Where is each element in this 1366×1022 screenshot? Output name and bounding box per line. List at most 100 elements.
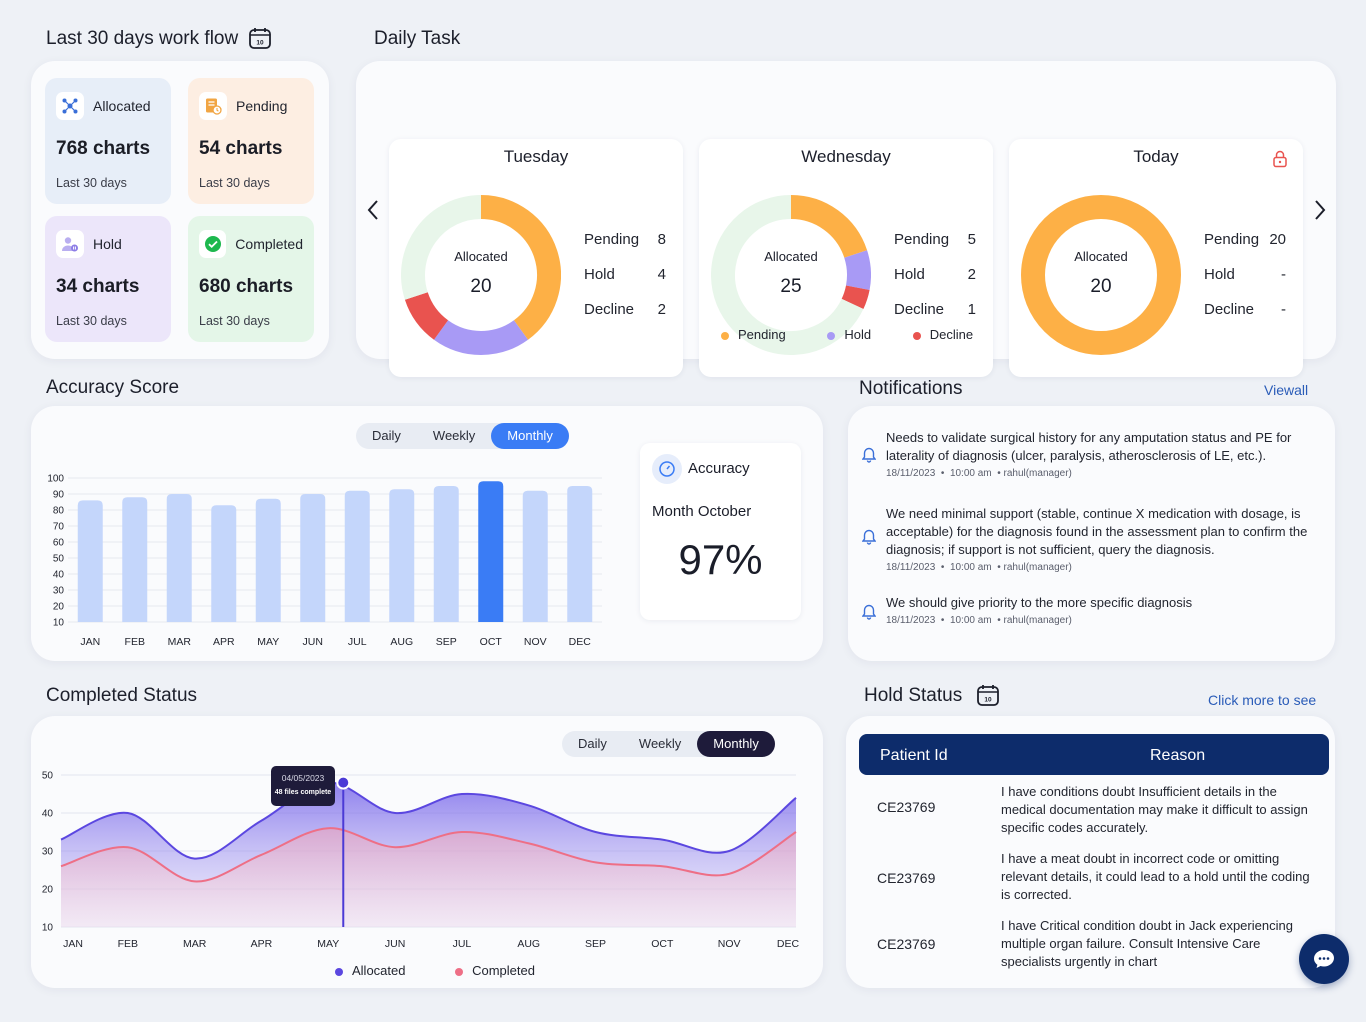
completed-toggle: Daily Weekly Monthly [562, 731, 775, 757]
donut-center: Allocated 20 [1021, 195, 1181, 298]
hold-reason: I have a meat doubt in incorrect code or… [1001, 851, 1310, 902]
y-tick-label: 10 [53, 618, 65, 629]
notification-meta: 18/11/2023 • 10:00 am • rahul(manager) [886, 468, 1072, 479]
bar-oct[interactable] [478, 481, 504, 622]
network-icon [56, 92, 84, 120]
pending-card[interactable]: Pending 54 charts Last 30 days [188, 78, 314, 204]
click-more-link[interactable]: Click more to see [1208, 692, 1317, 708]
svg-text:10: 10 [984, 697, 992, 704]
calendar-icon[interactable]: 10 [248, 26, 272, 50]
x-tick-label: OCT [480, 636, 503, 648]
day-name: Today [1133, 147, 1179, 166]
donut-segment-remaining [711, 195, 864, 355]
accuracy-bar-chart: 10 20 30 40 50 60 70 80 90 100 JAN FEB MAR APR MAY JUN J… [47, 474, 602, 648]
donut-segment-pending [1021, 195, 1181, 355]
legend-completed: Completed [455, 963, 535, 978]
completed-card[interactable]: Completed 680 charts Last 30 days [188, 216, 314, 342]
bar-apr[interactable] [211, 505, 237, 622]
bar-jan[interactable] [77, 500, 103, 622]
center-label: Allocated [764, 249, 818, 264]
bar-mar[interactable] [166, 494, 192, 622]
daily-legend: Pending Hold Decline [721, 327, 973, 342]
bar-aug[interactable] [389, 489, 415, 622]
day-card-tuesday[interactable]: Tuesday Allocated 20 Pending 8 Hold 4 Decl… [389, 139, 683, 377]
bar-feb[interactable] [122, 497, 148, 622]
x-tick-label: MAY [257, 636, 279, 648]
lock-icon[interactable] [1272, 150, 1288, 168]
notification-item[interactable]: We should give priority to the more spec… [862, 594, 1327, 626]
x-tick-label: NOV [718, 938, 741, 950]
donut-center: Allocated 25 [711, 195, 871, 298]
gauge-icon [652, 454, 682, 484]
stat-hold: Hold - [1204, 266, 1286, 283]
toggle-weekly[interactable]: Weekly [638, 736, 682, 751]
hold-card[interactable]: Hold 34 charts Last 30 days [45, 216, 171, 342]
completed-area-chart: 10 20 30 40 50 JAN FEB MAR APR MAY JUN JUL AUG SEP OCT… [42, 771, 800, 951]
donut-segment-hold [844, 250, 871, 290]
x-tick-label: MAY [317, 938, 339, 950]
hold-status-title: Hold Status [864, 685, 963, 706]
toggle-monthly[interactable]: Monthly [491, 423, 569, 449]
day-stats: Pending 8 Hold 4 Decline 2 [584, 231, 666, 336]
notification-text: Needs to validate surgical history for a… [886, 430, 1292, 463]
x-tick-label: NOV [524, 636, 547, 648]
hover-point[interactable] [336, 775, 351, 790]
x-tick-label: OCT [651, 938, 674, 950]
y-tick-label: 30 [53, 586, 65, 597]
x-tick-label: JUN [385, 938, 405, 950]
accuracy-box-label: Accuracy [688, 460, 750, 477]
chat-button[interactable] [1299, 934, 1349, 984]
completed-label: Completed [235, 236, 303, 252]
y-tick-label: 70 [53, 522, 65, 533]
notification-text: We need minimal support (stable, continu… [886, 506, 1308, 557]
bar-sep[interactable] [433, 486, 459, 622]
patient-id: CE23769 [877, 870, 936, 886]
day-card-wednesday[interactable]: Wednesday Allocated 25 Pending 5 Hold 2 De… [699, 139, 993, 377]
toggle-daily[interactable]: Daily [372, 428, 401, 443]
bar-may[interactable] [255, 498, 281, 622]
donut-segment-pending [790, 195, 868, 259]
viewall-link[interactable]: Viewall [1264, 382, 1309, 398]
x-tick-label: JUN [303, 636, 323, 648]
toggle-weekly[interactable]: Weekly [432, 428, 476, 443]
completed-legend: Allocated Completed [335, 963, 535, 978]
x-tick-label: JAN [80, 636, 100, 648]
allocated-card[interactable]: Allocated 768 charts Last 30 days [45, 78, 171, 204]
chevron-left-icon[interactable] [366, 199, 380, 221]
toggle-monthly[interactable]: Monthly [697, 731, 775, 757]
toggle-daily[interactable]: Daily [578, 736, 607, 751]
x-tick-label: MAR [183, 938, 207, 950]
bar-jul[interactable] [344, 490, 370, 622]
pending-sub: Last 30 days [199, 176, 270, 190]
bell-icon [862, 604, 876, 620]
x-tick-label: MAR [168, 636, 192, 648]
svg-text:10: 10 [256, 40, 264, 47]
notifications-title: Notifications [859, 378, 963, 399]
legend-allocated: Allocated [335, 963, 405, 978]
workflow-title: Last 30 days work flow [46, 28, 239, 49]
day-name: Tuesday [503, 147, 569, 166]
center-value: 25 [780, 276, 802, 297]
completed-sub: Last 30 days [199, 314, 270, 328]
bar-dec[interactable] [567, 486, 593, 622]
bar-nov[interactable] [522, 490, 548, 622]
bell-icon [862, 447, 876, 463]
y-tick-label: 40 [53, 570, 65, 581]
x-tick-label: DEC [569, 636, 592, 648]
hold-reason: I have conditions doubt Insufficient det… [1001, 784, 1308, 835]
x-tick-label: AUG [517, 938, 540, 950]
accuracy-month: Month October [652, 503, 752, 520]
chat-icon [1314, 950, 1334, 968]
day-name: Wednesday [801, 147, 891, 166]
area-completed [61, 828, 796, 927]
bar-jun[interactable] [300, 494, 326, 622]
completed-status-title: Completed Status [46, 685, 198, 706]
hold-reason: I have Critical condition doubt in Jack … [1001, 918, 1293, 969]
notification-item[interactable]: We need minimal support (stable, continu… [862, 505, 1327, 573]
calendar-icon[interactable]: 10 [976, 683, 1000, 707]
notification-meta: 18/11/2023 • 10:00 am • rahul(manager) [886, 615, 1072, 626]
notification-item[interactable]: Needs to validate surgical history for a… [862, 429, 1327, 479]
donut-segment-decline [841, 285, 870, 310]
chevron-right-icon[interactable] [1313, 199, 1327, 221]
day-card-today[interactable]: Today Allocated 20 Pending 20 Hold - Decli… [1009, 139, 1303, 377]
